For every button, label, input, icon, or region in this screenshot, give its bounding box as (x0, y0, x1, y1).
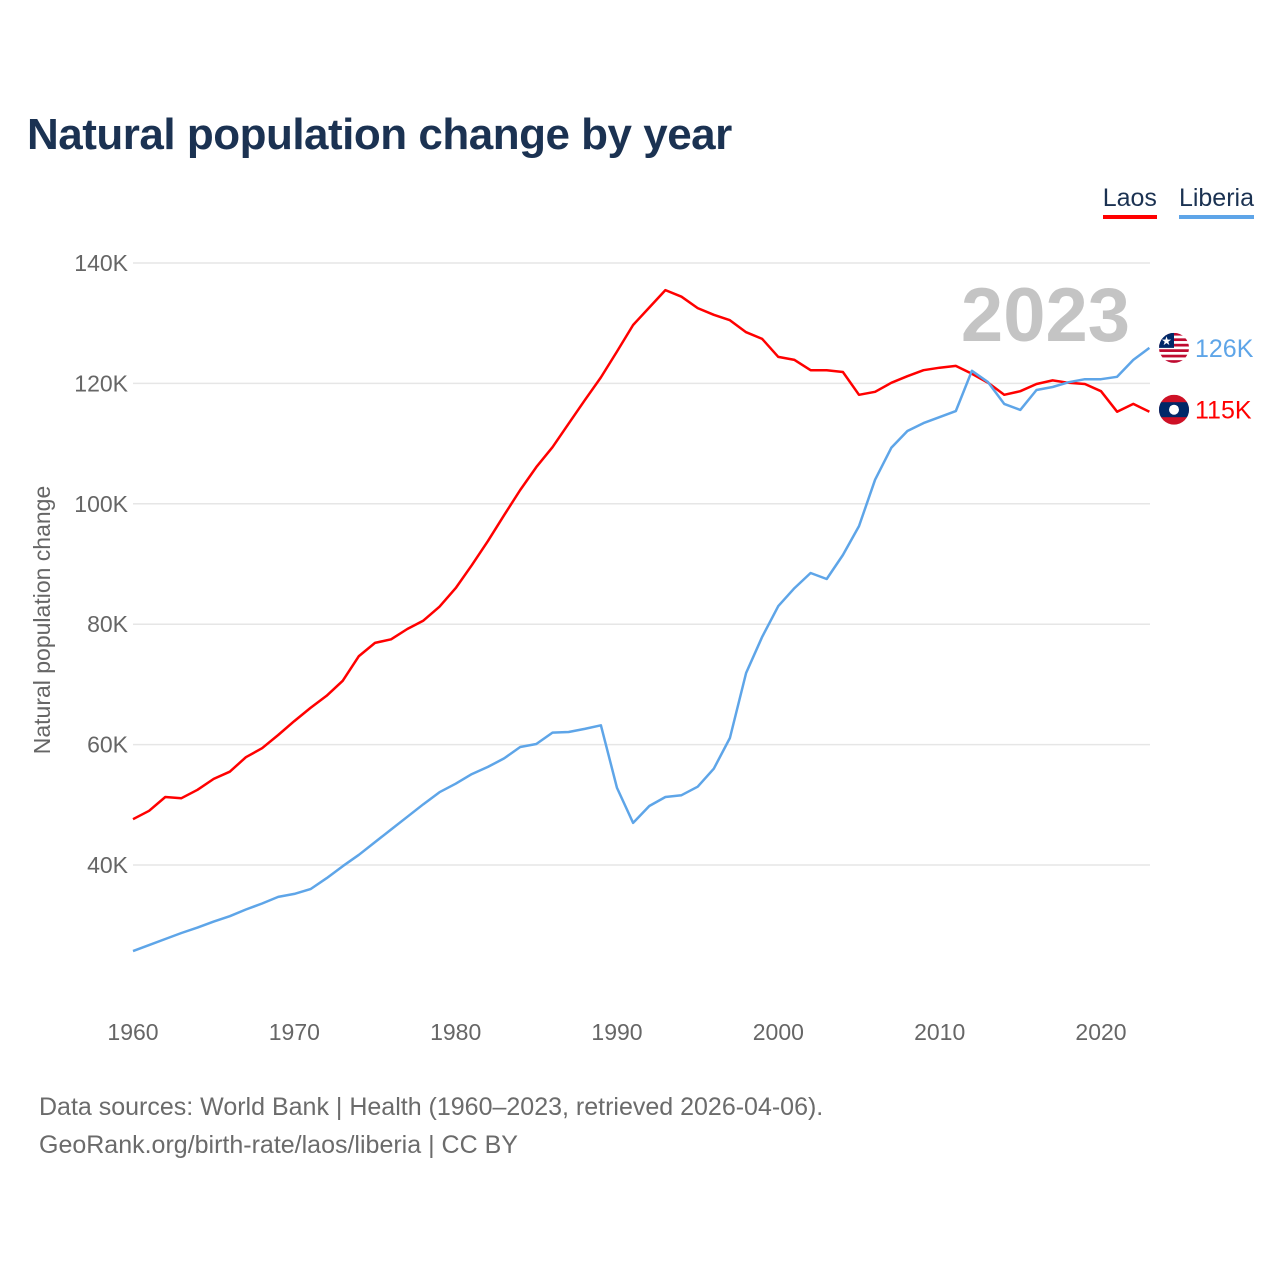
y-tick-label: 80K (87, 611, 129, 637)
series-line-liberia (132, 346, 1151, 953)
y-tick-label: 40K (87, 852, 129, 878)
y-tick-label: 140K (74, 250, 128, 276)
svg-text:★: ★ (1161, 334, 1172, 348)
legend-item-laos[interactable]: Laos (1102, 184, 1157, 219)
y-tick-label: 100K (74, 491, 128, 517)
source-note: Data sources: World Bank | Health (1960–… (39, 1088, 823, 1164)
chart-title: Natural population change by year (27, 110, 732, 159)
source-line-2: GeoRank.org/birth-rate/laos/liberia | CC… (39, 1131, 518, 1159)
y-tick-label: 120K (74, 370, 128, 396)
y-axis-label: Natural population change (29, 486, 55, 755)
legend: Laos Liberia (1102, 184, 1254, 219)
x-tick-label: 2000 (753, 1019, 804, 1045)
legend-item-liberia[interactable]: Liberia (1178, 184, 1254, 219)
year-annotation: 2023 (961, 273, 1130, 358)
end-label-liberia: 126K (1195, 335, 1254, 363)
end-label-laos: 115K (1195, 397, 1252, 425)
source-line-1: Data sources: World Bank | Health (1960–… (39, 1093, 824, 1121)
laos-flag-icon (1159, 394, 1189, 425)
x-tick-label: 1960 (107, 1019, 158, 1045)
x-tick-label: 2010 (914, 1019, 965, 1045)
series-line-laos (132, 288, 1150, 821)
x-tick-label: 2020 (1075, 1019, 1126, 1045)
liberia-flag-icon: ★ (1159, 332, 1189, 363)
y-tick-label: 60K (87, 732, 129, 758)
x-tick-label: 1990 (591, 1019, 642, 1045)
x-tick-label: 1980 (430, 1019, 481, 1045)
x-tick-label: 1970 (269, 1019, 320, 1045)
